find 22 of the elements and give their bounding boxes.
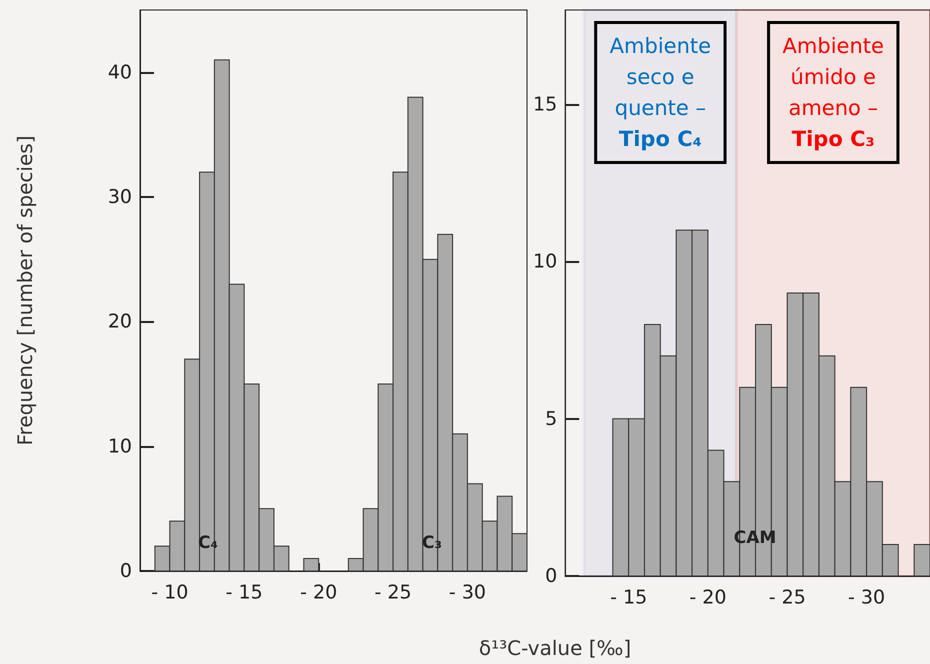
y-tick-label: 0	[120, 560, 132, 582]
y-tick-label: 15	[532, 93, 558, 116]
x-tick-label: - 20	[689, 586, 726, 608]
x-tick-label: - 15	[226, 582, 263, 604]
x-tick-label: - 25	[374, 582, 412, 604]
x-tick-label: - 30	[848, 586, 886, 608]
y-tick-label: 5	[545, 408, 558, 430]
x-tick-label: - 10	[151, 582, 188, 604]
y-tick-label: 20	[108, 310, 132, 333]
x-tick-label: - 25	[768, 586, 806, 608]
x-tick-label: - 20	[300, 582, 338, 604]
y-tick-label: 10	[108, 435, 132, 458]
band-label: Ambiente úmido e ameno – Tipo C₃	[782, 34, 884, 151]
band-label: Ambiente seco e quente – Tipo C₄	[610, 34, 712, 151]
y-tick-label: 30	[108, 186, 132, 208]
x-tick-label: - 15	[610, 586, 648, 608]
x-tick-label: - 30	[448, 582, 486, 604]
x-axis-title: δ¹³C-value [‰]	[478, 636, 632, 660]
y-axis-title: Frequency [number of species]	[13, 135, 37, 446]
y-tick-label: 0	[545, 565, 558, 587]
y-tick-label: 40	[108, 61, 132, 84]
y-tick-label: 10	[532, 250, 558, 273]
